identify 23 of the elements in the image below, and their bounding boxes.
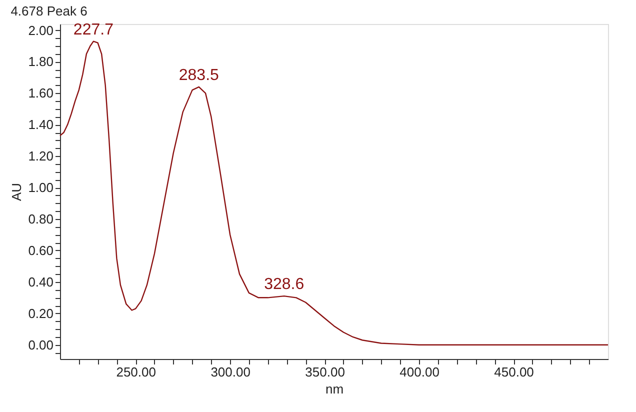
- y-tick-label: 1.80: [28, 54, 54, 70]
- y-tick-label: 1.00: [28, 180, 54, 196]
- y-tick-label: 1.60: [28, 86, 54, 101]
- y-tick-label: 0.00: [28, 337, 54, 352]
- y-tick-label: 1.40: [28, 117, 54, 132]
- y-axis-title: AU: [9, 182, 24, 202]
- annotation: 227.7: [73, 21, 114, 38]
- y-tick-label: 0.20: [28, 306, 54, 321]
- x-tick-label: 300.00: [210, 364, 250, 380]
- annotation: 283.5: [178, 66, 220, 84]
- y-tick-label: 0.60: [28, 242, 54, 258]
- x-tick-label: 250.00: [116, 364, 156, 380]
- chart-title: 4.678 Peak 6: [10, 3, 88, 18]
- x-tick-label: 450.00: [494, 364, 534, 380]
- x-tick-label: 400.00: [400, 364, 440, 380]
- y-tick-label: 0.40: [28, 274, 54, 290]
- line-series: [59, 40, 609, 346]
- y-tick-label: 2.00: [28, 22, 54, 38]
- x-axis-title: nm: [325, 382, 344, 396]
- annotation: 328.6: [264, 276, 304, 294]
- y-tick-label: 1.20: [28, 148, 54, 164]
- y-tick-label: 0.80: [28, 212, 54, 227]
- x-tick-label: 350.00: [305, 364, 345, 380]
